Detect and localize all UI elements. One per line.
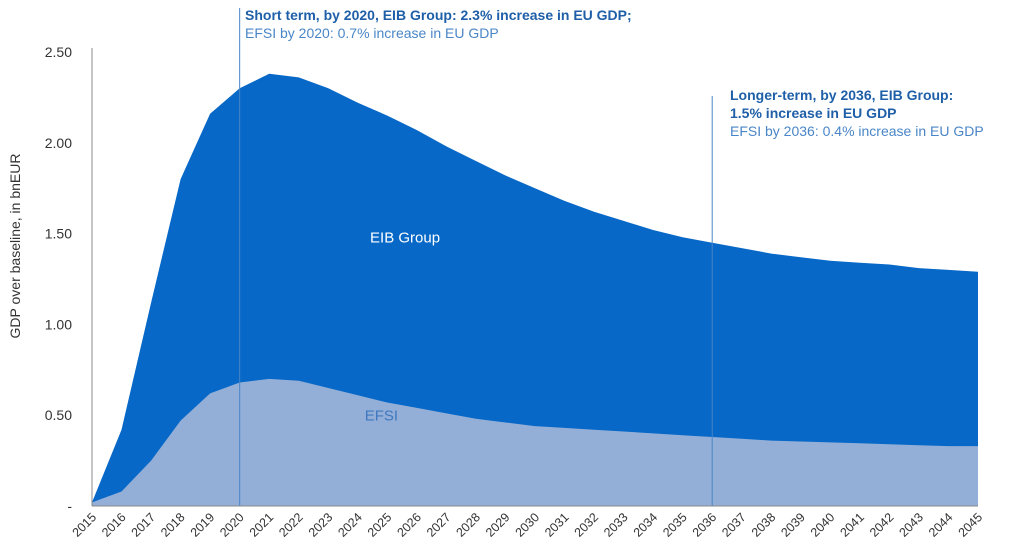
x-tick-label: 2030	[513, 510, 543, 540]
x-tick-label: 2032	[572, 510, 602, 540]
axes	[91, 48, 978, 507]
x-tick-label: 2042	[867, 510, 897, 540]
y-tick-label: 2.00	[45, 135, 72, 151]
y-tick-label: 2.50	[45, 44, 72, 60]
x-tick-label: 2015	[70, 510, 100, 540]
x-tick-label: 2021	[247, 510, 277, 540]
x-tick-label: 2041	[837, 510, 867, 540]
annotation-short-term-headline: Short term, by 2020, EIB Group: 2.3% inc…	[245, 7, 632, 23]
x-tick-label: 2044	[926, 510, 956, 540]
x-tick-label: 2016	[99, 510, 129, 540]
x-tick-label: 2020	[217, 510, 247, 540]
series-label-efsi: EFSI	[365, 408, 398, 425]
x-tick-label: 2045	[956, 510, 986, 540]
x-tick-label: 2025	[365, 510, 395, 540]
annotation-longer-term-efsi: EFSI by 2036: 0.4% increase in EU GDP	[730, 123, 984, 139]
area-layer	[92, 73, 978, 507]
x-tick-label: 2038	[749, 510, 779, 540]
x-tick-label: 2028	[453, 510, 483, 540]
annotation-short-term: Short term, by 2020, EIB Group: 2.3% inc…	[245, 6, 805, 42]
area-efsi	[92, 378, 978, 506]
x-tick-label: 2018	[158, 510, 188, 540]
x-tick-label: 2031	[542, 510, 572, 540]
x-tick-label: 2026	[394, 510, 424, 540]
annotation-longer-term: Longer-term, by 2036, EIB Group: 1.5% in…	[730, 86, 1015, 140]
y-tick-label: 0.50	[45, 407, 72, 423]
x-tick-label: 2022	[276, 510, 306, 540]
y-tick-label: -	[67, 498, 72, 514]
series-label-eib-group: EIB Group	[370, 230, 440, 247]
marker-lines	[239, 8, 713, 506]
y-tick-label: 1.00	[45, 316, 72, 332]
x-tick-label: 2037	[719, 510, 749, 540]
x-tick-label: 2029	[483, 510, 513, 540]
x-tick-label: 2033	[601, 510, 631, 540]
x-tick-label: 2024	[335, 510, 365, 540]
x-tick-label: 2040	[808, 510, 838, 540]
x-tick-label: 2036	[690, 510, 720, 540]
x-tick-label: 2043	[896, 510, 926, 540]
annotation-longer-term-headline-1: Longer-term, by 2036, EIB Group:	[730, 87, 954, 103]
x-tick-label: 2035	[660, 510, 690, 540]
x-tick-label: 2017	[129, 510, 159, 540]
annotation-short-term-efsi: EFSI by 2020: 0.7% increase in EU GDP	[245, 25, 499, 41]
y-axis-title: GDP over baseline, in bnEUR	[7, 154, 23, 339]
x-tick-label: 2023	[306, 510, 336, 540]
x-tick-label: 2034	[631, 510, 661, 540]
y-tick-labels: - 0.50 1.00 1.50 2.00 2.50	[45, 44, 73, 514]
x-tick-label: 2019	[188, 510, 218, 540]
annotation-longer-term-headline-2: 1.5% increase in EU GDP	[730, 105, 897, 121]
y-tick-label: 1.50	[45, 226, 72, 242]
x-tick-label: 2039	[778, 510, 808, 540]
x-tick-labels: 2015 2016 2017 2018 2019 2020 2021 2022 2023 2024…	[70, 510, 986, 540]
x-tick-label: 2027	[424, 510, 454, 540]
